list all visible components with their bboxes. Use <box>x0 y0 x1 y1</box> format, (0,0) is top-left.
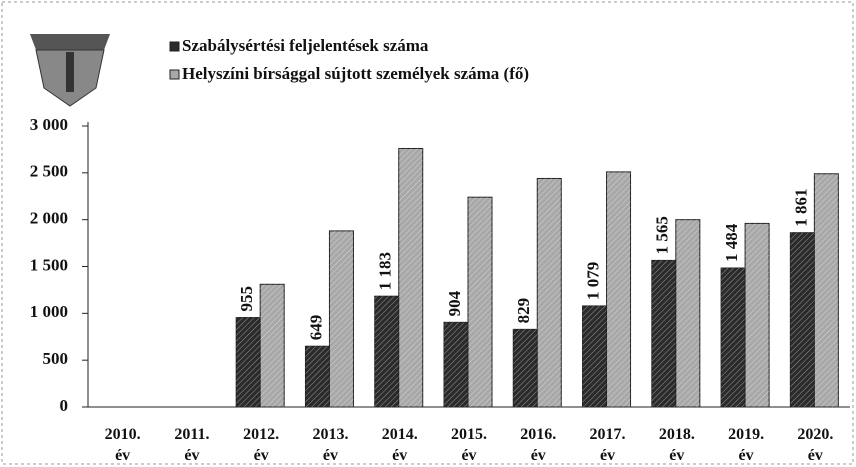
value-label: 1 079 <box>583 262 602 300</box>
y-tick-label: 1 500 <box>30 255 68 274</box>
value-label: 829 <box>514 298 533 324</box>
y-tick-label: 3 000 <box>30 115 68 134</box>
x-tick-label: 2020. év <box>793 424 837 466</box>
chart: 0 500 1 000 1 500 2 000 2 500 3 000 Szabálysért… <box>0 0 856 467</box>
bar-hatch <box>444 322 468 407</box>
bar-hatch <box>814 174 838 407</box>
bar-hatch <box>537 178 561 407</box>
y-tick-label: 0 <box>60 396 69 415</box>
x-tick-label: 2014. év <box>378 424 422 466</box>
bar-hatch <box>305 346 329 407</box>
legend-label: Helyszíni bírsággal sújtott személyek sz… <box>182 64 529 83</box>
bar-hatch <box>607 172 631 407</box>
x-tick-label: 2013. év <box>308 424 352 466</box>
bar-hatch <box>260 284 284 407</box>
x-tick-label: 2012. év <box>239 424 283 466</box>
value-label: 955 <box>237 286 256 312</box>
bar-hatch <box>790 233 814 407</box>
bar-hatch <box>399 148 423 407</box>
bar-hatch <box>652 260 676 407</box>
x-tick-label: 2015. év <box>447 424 491 466</box>
y-tick-label: 2 000 <box>30 209 68 228</box>
bar-hatch <box>745 223 769 407</box>
bar-hatch <box>329 231 353 407</box>
value-label: 649 <box>306 315 325 341</box>
value-label: 1 484 <box>722 223 741 262</box>
bar-hatch <box>676 220 700 407</box>
value-label: 1 565 <box>653 216 672 254</box>
page: 0 500 1 000 1 500 2 000 2 500 3 000 Szabálysért… <box>0 0 856 467</box>
y-tick-label: 500 <box>43 349 69 368</box>
legend-swatch <box>170 42 179 51</box>
value-label: 904 <box>445 290 464 316</box>
bar-hatch <box>236 318 260 407</box>
x-tick-label: 2017. év <box>586 424 630 466</box>
value-label: 1 183 <box>376 252 395 290</box>
x-tick-label: 2019. év <box>724 424 768 466</box>
bar-hatch <box>375 296 399 407</box>
bar-hatch <box>721 268 745 407</box>
x-tick-label: 2011. év <box>170 424 214 466</box>
bar-hatch <box>583 306 607 407</box>
x-tick-label: 2010. év <box>101 424 145 466</box>
bar-hatch <box>468 197 492 407</box>
x-tick-label: 2018. év <box>655 424 699 466</box>
y-tick-label: 1 000 <box>30 302 68 321</box>
x-tick-label: 2016. év <box>516 424 560 466</box>
logo <box>30 34 110 106</box>
legend-label: Szabálysértési feljelentések száma <box>182 36 429 55</box>
bar-hatch <box>513 329 537 407</box>
y-tick-label: 2 500 <box>30 162 68 181</box>
legend-swatch <box>170 70 179 79</box>
value-label: 1 861 <box>791 188 810 226</box>
